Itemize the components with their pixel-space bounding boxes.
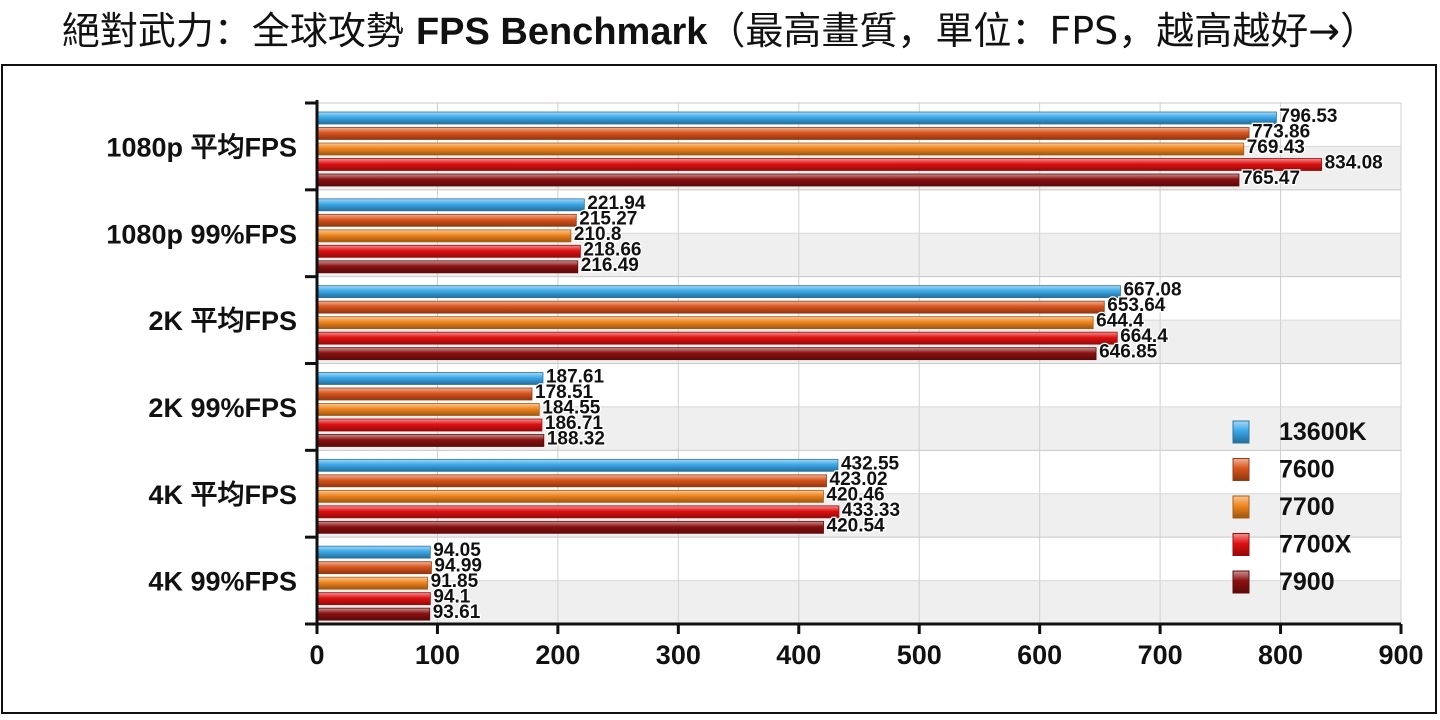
chart-frame: 0 100 200 300 400 500 600 700 800 900 796.53 773.8… <box>1 64 1437 714</box>
legend-label: 13600K <box>1279 418 1367 446</box>
bar <box>316 576 429 590</box>
bar <box>316 300 1105 314</box>
data-label: 91.85 <box>431 571 479 592</box>
bar <box>316 474 827 488</box>
data-label: 186.71 <box>545 413 604 434</box>
legend-swatch <box>1232 420 1250 444</box>
bar <box>316 198 585 212</box>
bar <box>316 111 1277 125</box>
x-tick-label: 600 <box>1017 640 1062 670</box>
bar <box>316 331 1118 345</box>
bar <box>316 173 1240 187</box>
x-tick-label: 900 <box>1378 640 1423 670</box>
bar <box>316 561 432 575</box>
x-tick-label: 500 <box>897 640 942 670</box>
legend: 13600K 7600 7700 7700X 7900 <box>1232 418 1367 596</box>
x-tick-label: 800 <box>1258 640 1303 670</box>
data-label: 178.51 <box>535 382 594 403</box>
data-label: 216.49 <box>581 255 639 276</box>
bar <box>316 592 431 606</box>
bar <box>316 458 839 472</box>
data-label: 653.64 <box>1107 295 1166 316</box>
data-label: 796.53 <box>1279 106 1337 127</box>
data-label: 423.02 <box>830 469 888 490</box>
bar <box>316 158 1323 171</box>
category-label: 2K 99%FPS <box>148 393 297 423</box>
legend-label: 7900 <box>1279 568 1335 596</box>
data-label: 93.61 <box>433 602 481 623</box>
bar <box>316 607 431 621</box>
bar <box>316 213 577 227</box>
data-label: 94.1 <box>433 587 470 608</box>
category-label: 4K 99%FPS <box>148 567 297 597</box>
category-label: 1080p 平均FPS <box>106 132 297 162</box>
chart-title-prefix: 絕對武力：全球攻勢 <box>61 9 416 53</box>
legend-swatch <box>1232 458 1250 481</box>
bar <box>316 434 545 447</box>
x-tick-label: 700 <box>1138 640 1183 670</box>
data-label: 188.32 <box>547 429 605 450</box>
bar <box>316 505 840 519</box>
legend-swatch <box>1232 570 1250 594</box>
row-band <box>317 580 1401 624</box>
data-label: 218.66 <box>583 239 641 260</box>
legend-label: 7700X <box>1279 531 1352 559</box>
x-tick-label: 100 <box>415 640 460 670</box>
data-label: 94.99 <box>434 556 482 577</box>
bar <box>316 127 1250 140</box>
legend-swatch <box>1232 533 1250 556</box>
data-label: 187.61 <box>546 367 605 388</box>
legend-label: 7700 <box>1279 493 1335 521</box>
data-label: 769.43 <box>1247 137 1305 158</box>
bar <box>316 418 543 432</box>
bar <box>316 387 533 401</box>
chart-title-bold: FPS Benchmark <box>415 11 708 53</box>
legend-swatch <box>1232 495 1250 519</box>
data-label: 433.33 <box>842 500 900 521</box>
data-label: 644.4 <box>1096 311 1144 332</box>
legend-label: 7600 <box>1279 456 1335 484</box>
chart-title: 絕對武力：全球攻勢 FPS Benchmark（最高畫質，單位：FPS，越高越好… <box>0 0 1440 62</box>
data-label: 667.08 <box>1123 280 1181 301</box>
bars <box>316 111 1323 621</box>
x-tick-label: 300 <box>656 640 701 670</box>
axes: 0 100 200 300 400 500 600 700 800 900 <box>305 100 1424 670</box>
data-label: 420.54 <box>827 515 886 536</box>
data-label: 210.8 <box>574 224 622 245</box>
x-tick-label: 200 <box>535 640 580 670</box>
bar <box>316 260 579 274</box>
bar <box>316 489 824 503</box>
data-label: 420.46 <box>826 484 884 505</box>
data-label: 432.55 <box>841 453 900 474</box>
data-label: 215.27 <box>579 208 637 229</box>
bar-chart: 0 100 200 300 400 500 600 700 800 900 796.53773.8… <box>106 100 1424 670</box>
category-label: 4K 平均FPS <box>148 480 297 510</box>
bar <box>316 244 581 258</box>
bar <box>316 520 824 534</box>
data-label: 646.85 <box>1099 342 1158 363</box>
category-label: 1080p 99%FPS <box>106 219 297 249</box>
data-label: 221.94 <box>587 193 646 214</box>
category-label: 2K 平均FPS <box>148 306 297 336</box>
data-label: 773.86 <box>1252 122 1310 143</box>
bar <box>316 545 431 559</box>
data-label: 664.4 <box>1120 326 1168 347</box>
data-label: 94.05 <box>433 540 481 561</box>
bar <box>316 285 1121 299</box>
data-label: 834.08 <box>1325 153 1383 174</box>
chart-title-suffix: （最高畫質，單位：FPS，越高越好→） <box>707 9 1379 53</box>
bar <box>316 403 540 416</box>
bar <box>316 372 544 385</box>
bar <box>316 316 1094 330</box>
x-tick-label: 0 <box>309 640 324 670</box>
data-label: 184.55 <box>542 398 601 419</box>
bar <box>316 142 1245 156</box>
x-tick-label: 400 <box>776 640 821 670</box>
data-label: 765.47 <box>1242 168 1300 189</box>
bar <box>316 347 1097 361</box>
bar <box>316 229 572 243</box>
